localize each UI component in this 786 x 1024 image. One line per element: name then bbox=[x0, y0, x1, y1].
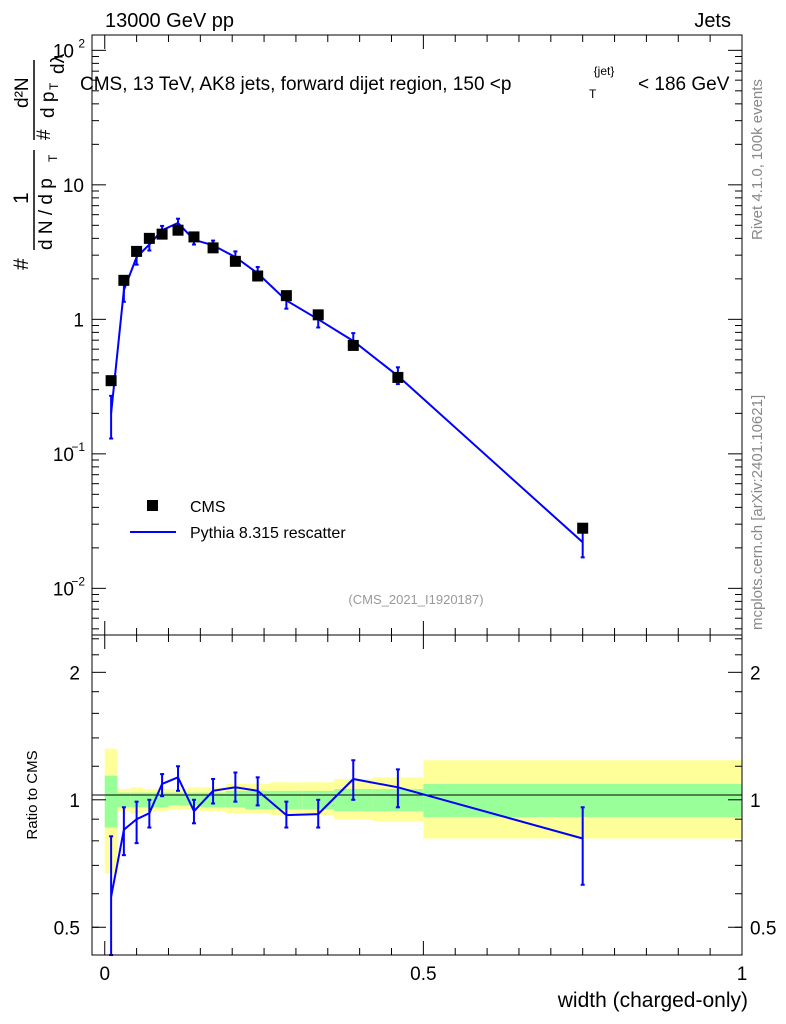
y-tick-label: 10 bbox=[53, 41, 74, 62]
plot-title-lead: CMS, 13 TeV, AK8 jets, forward dijet reg… bbox=[80, 74, 511, 95]
y-tick-label: 10 bbox=[53, 445, 74, 466]
data-point bbox=[207, 242, 219, 254]
ylabel-frac2-den: d p bbox=[38, 92, 59, 118]
energy-label: 13000 GeV pp bbox=[105, 10, 234, 32]
main-ylabel: # 1 d N / d p T d²N # d p T dλ bbox=[10, 53, 69, 270]
ylabel-den: d N / d p bbox=[36, 178, 57, 250]
ratio-series bbox=[109, 759, 585, 956]
ratio-y-tick-label-left: 2 bbox=[69, 663, 80, 684]
legend-mc-label: Pythia 8.315 rescatter bbox=[190, 525, 346, 542]
category-label: Jets bbox=[694, 10, 731, 32]
data-series bbox=[105, 224, 589, 534]
ratio-y-tick-label-left: 1 bbox=[69, 791, 80, 812]
ratio-uncertainty-bands bbox=[104, 748, 742, 874]
data-point bbox=[252, 270, 264, 282]
ylabel-frac2-den-sub: T bbox=[47, 82, 61, 90]
inner-band-bin bbox=[130, 792, 143, 808]
plot-title-sub: T bbox=[589, 87, 597, 101]
data-point bbox=[172, 224, 184, 236]
ratio-y-tick-label-right: 2 bbox=[750, 663, 761, 684]
data-point bbox=[312, 309, 324, 321]
data-point bbox=[131, 245, 143, 257]
legend: CMS Pythia 8.315 rescatter bbox=[130, 499, 346, 542]
ylabel-one: 1 bbox=[10, 192, 33, 204]
main-plot-frame bbox=[91, 34, 743, 636]
ratio-y-tick-label-left: 0.5 bbox=[54, 918, 80, 939]
data-point bbox=[392, 371, 404, 383]
y-tick-label: 10 bbox=[63, 176, 84, 197]
ratio-x-tick-label: 0.5 bbox=[410, 964, 436, 985]
inner-band-bin bbox=[117, 792, 131, 808]
ylabel-frac2-num: d²N bbox=[12, 77, 33, 108]
ylabel-den-sub: T bbox=[46, 154, 60, 162]
ratio-x-tick-label: 0 bbox=[99, 964, 110, 985]
data-point bbox=[188, 231, 200, 243]
data-point bbox=[347, 339, 359, 351]
ratio-ylabel: Ratio to CMS bbox=[24, 750, 41, 839]
ratio-xlabel: width (charged-only) bbox=[557, 989, 748, 1012]
data-point bbox=[577, 522, 589, 534]
ratio-plot-frame bbox=[91, 634, 743, 956]
mc-line bbox=[110, 221, 584, 544]
analysis-watermark: (CMS_2021_I1920187) bbox=[348, 592, 483, 607]
data-point bbox=[143, 232, 155, 244]
y-tick-label: 10 bbox=[53, 579, 74, 600]
y-tick-label-exponent: 2 bbox=[78, 36, 85, 50]
ratio-y-tick-label-right: 1 bbox=[750, 791, 761, 812]
y-tick-label-exponent: −2 bbox=[71, 574, 85, 588]
mc-series bbox=[109, 217, 585, 559]
inner-band-bin bbox=[168, 792, 188, 806]
y-tick-label: 1 bbox=[73, 310, 84, 331]
ratio-y-tick-label-right: 0.5 bbox=[750, 918, 776, 939]
plot-title-tail: < 186 GeV bbox=[638, 74, 730, 95]
inner-band-bin bbox=[104, 775, 118, 828]
y-tick-label-exponent: −1 bbox=[71, 440, 85, 454]
data-point bbox=[280, 290, 292, 302]
legend-data-marker bbox=[147, 500, 158, 511]
ylabel-frac2-hash: # bbox=[34, 129, 55, 140]
data-point bbox=[118, 274, 130, 286]
plot-title: CMS, 13 TeV, AK8 jets, forward dijet reg… bbox=[80, 64, 730, 101]
plot-title-sup: {jet} bbox=[594, 64, 615, 78]
data-point bbox=[229, 255, 241, 267]
source-label: mcplots.cern.ch [arXiv:2401.10621] bbox=[749, 395, 766, 630]
inner-band-bin bbox=[155, 792, 169, 808]
ylabel-lambda: dλ bbox=[48, 53, 69, 74]
data-point bbox=[156, 228, 168, 240]
ylabel-hash: # bbox=[10, 258, 33, 270]
ratio-x-tick-label: 1 bbox=[737, 964, 748, 985]
legend-data-label: CMS bbox=[190, 499, 226, 516]
rivet-version-label: Rivet 4.1.0, 100k events bbox=[749, 79, 766, 240]
data-point bbox=[105, 375, 117, 387]
